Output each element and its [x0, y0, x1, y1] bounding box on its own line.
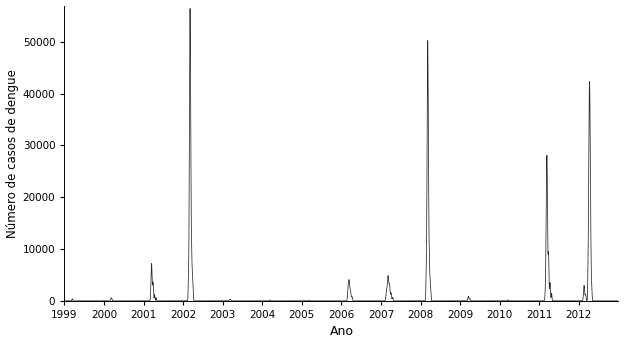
Y-axis label: Número de casos de dengue: Número de casos de dengue	[6, 69, 19, 238]
X-axis label: Ano: Ano	[329, 325, 353, 338]
